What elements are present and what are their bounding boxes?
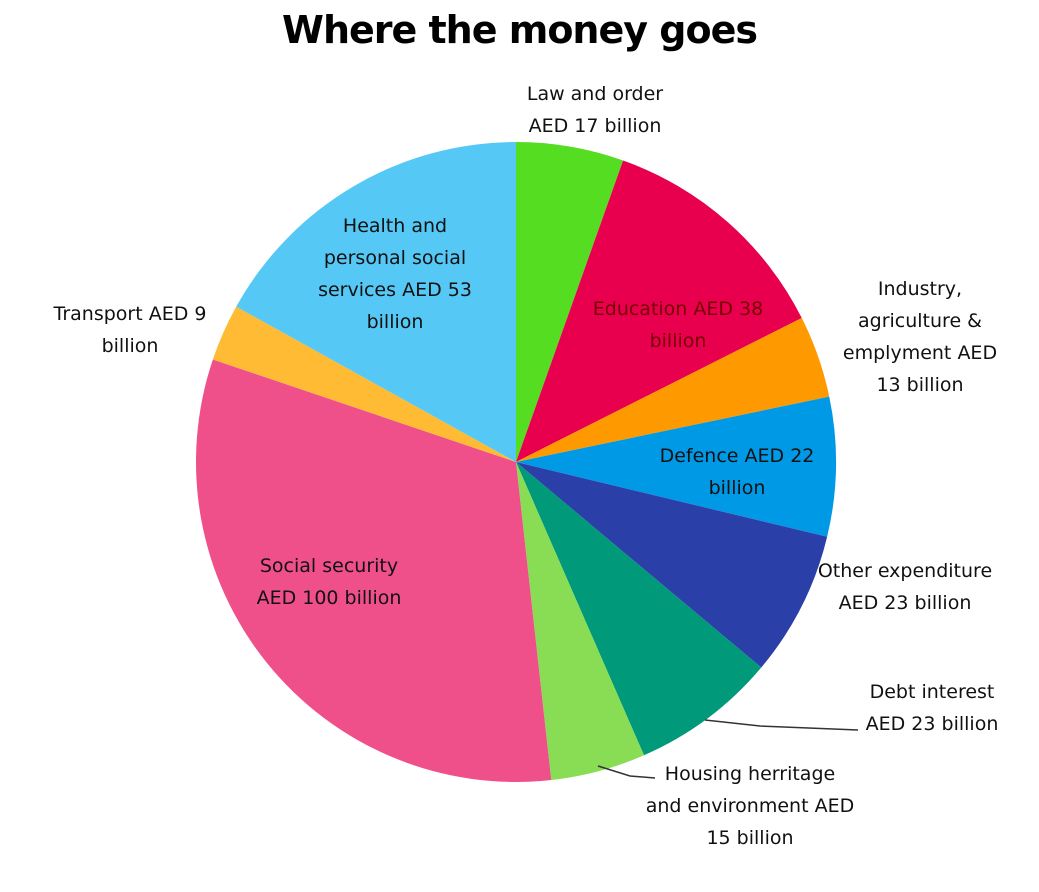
category-label: Health and personal social services (318, 215, 467, 301)
slice-label: Other expenditure AED 23 billion (805, 555, 1005, 619)
category-label: Industry, agriculture & emplyment (842, 278, 982, 364)
chart-title: Where the money goes (282, 8, 758, 52)
pie-slice (516, 462, 645, 781)
slice-label: Law and order AED 17 billion (495, 78, 695, 142)
slice-label: Transport AED 9 billion (35, 298, 225, 362)
pie-slice (516, 142, 624, 462)
value-label: AED 17 billion (528, 115, 662, 137)
value-label: AED 23 billion (838, 592, 972, 614)
pie-slice (196, 359, 552, 782)
slice-label: Health and personal social services AED … (300, 210, 490, 338)
slice-label: Education AED 38 billion (578, 293, 778, 357)
category-label: Education (592, 298, 688, 320)
category-label: Social security (259, 555, 399, 577)
value-label: AED 9 billion (101, 303, 207, 357)
slice-label: Industry, agriculture & emplyment AED 13… (830, 273, 1010, 401)
category-label: Other expenditure (817, 560, 993, 582)
category-label: Debt interest (869, 681, 995, 703)
value-label: AED 53 billion (366, 279, 472, 333)
category-label: Defence (659, 445, 739, 467)
value-label: AED 100 billion (256, 587, 402, 609)
leader-line (597, 765, 656, 779)
slice-label: Defence AED 22 billion (642, 440, 832, 504)
pie-slice (516, 462, 762, 756)
pie-slice (516, 318, 830, 462)
value-label: AED 38 billion (649, 298, 764, 352)
value-label: AED 13 billion (876, 342, 998, 396)
pie-slice (236, 141, 516, 462)
value-label: AED 22 billion (708, 445, 815, 499)
pie-slice (516, 160, 802, 462)
value-label: AED 15 billion (706, 795, 855, 849)
slice-label: Social security AED 100 billion (234, 550, 424, 614)
slice-label: Debt interest AED 23 billion (852, 676, 1012, 740)
pie-slice (212, 306, 516, 462)
category-label: Housing herritage and environment (645, 763, 836, 817)
slice-label: Housing herritage and environment AED 15… (645, 758, 855, 854)
pie-slice (516, 462, 828, 668)
category-label: Transport (53, 303, 143, 325)
value-label: AED 23 billion (865, 713, 999, 735)
category-label: Law and order (526, 83, 664, 105)
leader-line (704, 719, 859, 731)
pie-slice (516, 396, 836, 537)
